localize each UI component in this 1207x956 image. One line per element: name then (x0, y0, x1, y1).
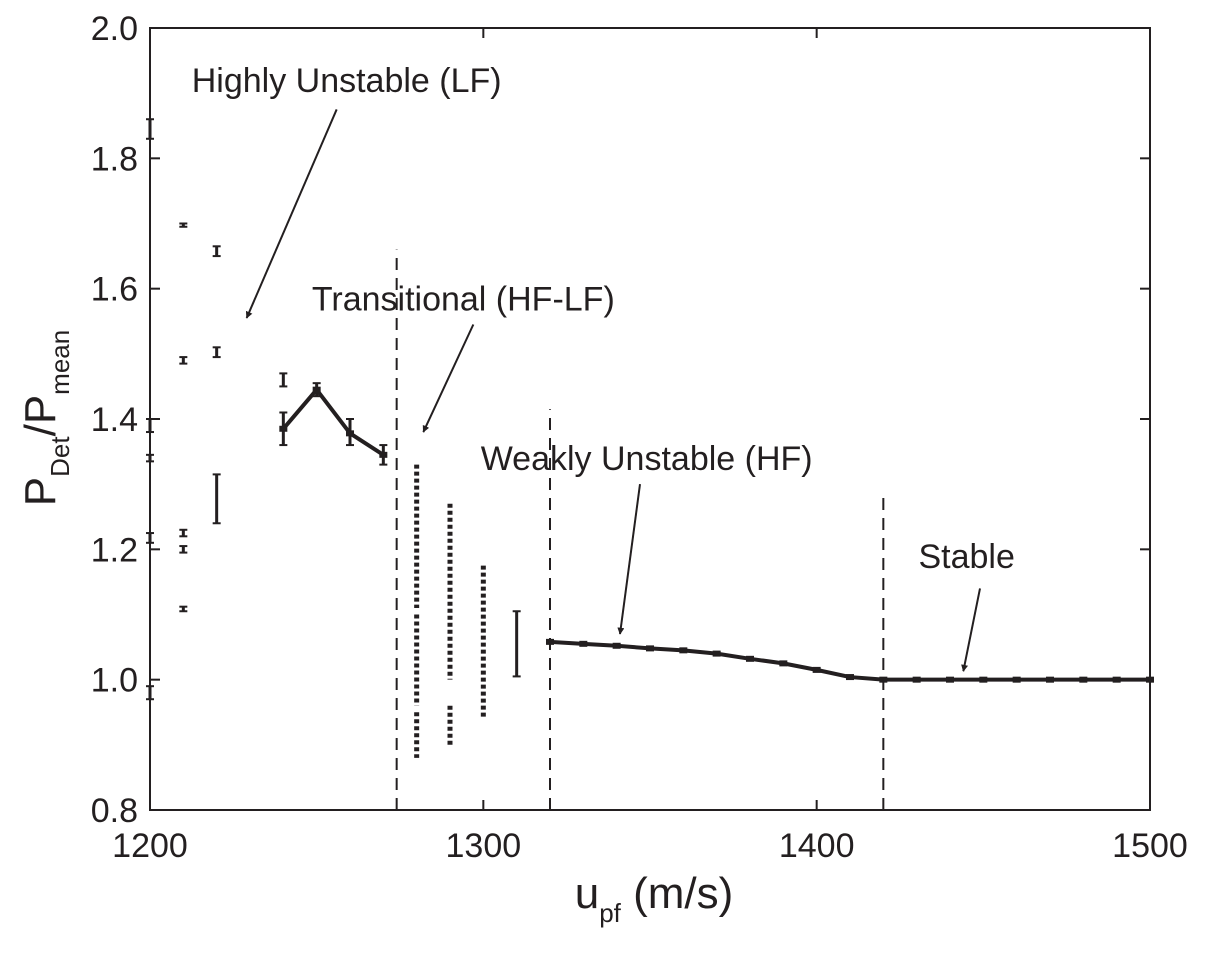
y-tick-label: 1.8 (91, 140, 138, 178)
annotation-arrow (422, 324, 475, 433)
y-label-sub2: mean (45, 330, 75, 395)
annotation-label: Stable (918, 538, 1014, 576)
data-point (1112, 676, 1121, 683)
data-point (879, 676, 888, 683)
data-point (646, 645, 654, 652)
x-label-sub: pf (599, 898, 621, 928)
plot-frame (149, 27, 1151, 811)
data-point (779, 660, 788, 667)
data-point (346, 430, 354, 437)
y-tick-label: 1.0 (91, 662, 138, 700)
data-point (846, 674, 854, 681)
y-label-p2: /P (16, 395, 65, 437)
y-label-sub1: Det (45, 436, 75, 477)
data-point (612, 642, 621, 649)
series-line (281, 387, 385, 457)
y-label-p1: P (16, 477, 65, 506)
annotation-arrow (245, 109, 338, 319)
x-tick-label: 1500 (1112, 827, 1188, 865)
data-point (1012, 676, 1021, 683)
data-point (679, 647, 688, 654)
error-bars (146, 118, 521, 701)
y-axis-label: PDet/Pmean (16, 330, 75, 506)
annotation-label: Highly Unstable (LF) (192, 62, 502, 100)
x-label-unit: (m/s) (621, 869, 733, 918)
data-point (979, 676, 988, 683)
data-point (1146, 676, 1154, 683)
x-axis-label: upf (m/s) (575, 869, 734, 928)
annotation-arrow (617, 484, 641, 635)
scatter-columns (414, 464, 486, 758)
annotations: Highly Unstable (LF) Transitional (HF-LF)… (192, 62, 1015, 672)
x-tick-label: 1200 (112, 827, 188, 865)
annotation-arrow (961, 588, 981, 672)
y-tick-label: 1.6 (91, 271, 138, 309)
x-tick-label: 1400 (779, 827, 855, 865)
data-point (912, 676, 921, 683)
series-lines (279, 386, 1154, 683)
annotation-label: Weakly Unstable (HF) (481, 440, 813, 478)
data-point (579, 640, 588, 647)
axis-ticks: 1200 1300 1400 1500 0.8 1.0 1.2 1.4 1.6 1.8 2.0 (91, 10, 1188, 865)
y-tick-label: 2.0 (91, 10, 138, 48)
y-tick-label: 0.8 (91, 792, 138, 830)
data-point (546, 638, 554, 645)
data-point (1079, 676, 1088, 683)
data-point (746, 655, 754, 662)
data-point (279, 425, 288, 432)
data-point (312, 386, 321, 393)
x-label-main: u (575, 869, 599, 918)
x-tick-label: 1300 (446, 827, 522, 865)
data-point (1046, 676, 1054, 683)
annotation-label: Transitional (HF-LF) (312, 280, 615, 318)
series-line (549, 639, 1150, 682)
data-point (946, 676, 954, 683)
y-tick-label: 1.4 (91, 401, 138, 439)
region-dividers (395, 249, 885, 810)
data-point (379, 451, 388, 458)
data-point (712, 650, 721, 657)
y-tick-label: 1.2 (91, 531, 138, 569)
data-point (812, 666, 821, 673)
